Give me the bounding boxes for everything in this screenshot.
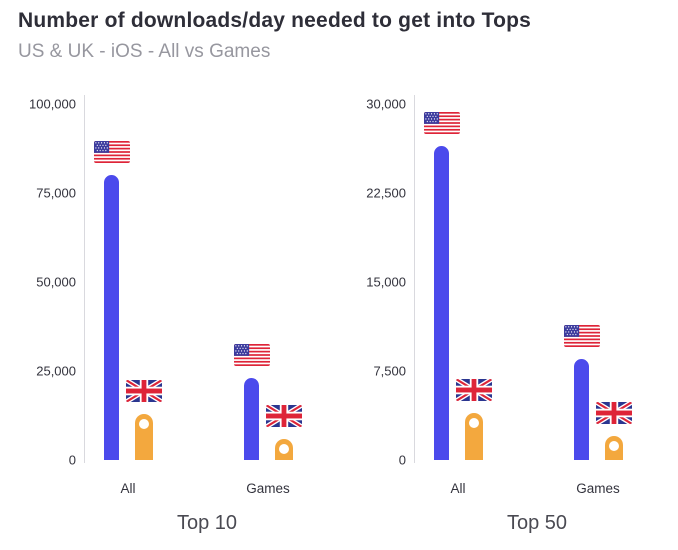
bar-hole	[279, 444, 289, 454]
x-axis-category-label: All	[120, 481, 136, 496]
bar-uk-games	[275, 439, 293, 460]
us-flag-icon	[423, 112, 460, 134]
bar-us-games	[244, 378, 259, 460]
x-axis-category-label: All	[450, 481, 466, 496]
y-axis-line	[84, 95, 85, 463]
y-axis-tick-label: 25,000	[36, 363, 76, 379]
y-axis-tick-label: 7,500	[373, 363, 406, 379]
chart-top-10: 100,000 75,000 50,000 25,000 0 All Games Top 10	[10, 95, 340, 550]
chart-title: Top 10	[176, 512, 238, 534]
page-title: Number of downloads/day needed to get in…	[18, 9, 532, 32]
y-axis-tick-label: 30,000	[366, 96, 406, 112]
bar-hole	[139, 419, 149, 429]
uk-flag-icon	[456, 379, 492, 401]
y-axis-tick-label: 100,000	[29, 96, 76, 112]
y-axis-tick-label: 15,000	[366, 274, 406, 290]
y-axis-line	[414, 95, 415, 463]
bar-us-games	[574, 359, 589, 460]
uk-flag-icon	[126, 380, 162, 402]
uk-flag-icon	[266, 405, 302, 427]
uk-flag-icon	[596, 402, 632, 424]
y-axis-tick-label: 22,500	[366, 185, 406, 201]
x-axis-category-label: Games	[246, 481, 290, 496]
us-flag-icon	[93, 141, 130, 163]
y-axis-tick-label: 50,000	[36, 274, 76, 290]
us-flag-icon	[233, 344, 270, 366]
charts-row: 100,000 75,000 50,000 25,000 0 All Games Top 10…	[10, 95, 670, 550]
bar-hole	[609, 441, 619, 451]
bar-us-all	[434, 146, 449, 460]
bar-hole	[469, 418, 479, 428]
bar-us-all	[104, 175, 119, 460]
us-flag-icon	[563, 325, 600, 347]
bar-uk-games	[605, 436, 623, 460]
chart-title: Top 50	[506, 512, 568, 534]
bar-uk-all	[465, 413, 483, 460]
x-axis-category-label: Games	[576, 481, 620, 496]
y-axis-tick-label: 0	[68, 452, 76, 468]
y-axis-tick-label: 0	[398, 452, 406, 468]
y-axis-tick-label: 75,000	[36, 185, 76, 201]
chart-top-50: 30,000 22,500 15,000 7,500 0 All Games Top 50	[340, 95, 670, 550]
bar-uk-all	[135, 414, 153, 460]
page-subtitle: US & UK - iOS - All vs Games	[18, 41, 271, 62]
